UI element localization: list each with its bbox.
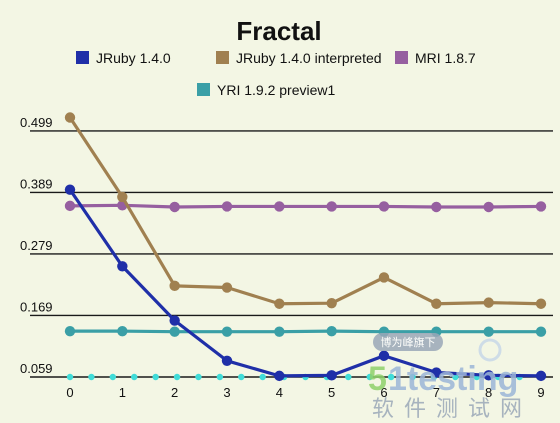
data-point [169,280,180,292]
series-line [70,329,541,334]
baseline-dot [216,373,224,381]
data-point [169,326,180,337]
baseline-dot [88,373,95,381]
data-point [431,367,442,378]
data-point [483,370,494,381]
baseline-dot [66,373,74,381]
x-tick-label: 7 [433,385,440,400]
data-point [274,370,285,382]
data-point [326,297,337,309]
data-point [378,201,390,212]
series-layer [64,112,547,382]
watermark-badge [373,333,443,351]
baseline-dot [173,373,181,381]
watermark: 博为峰旗下 5 1testing 软件测试网 [368,333,532,422]
series-line [68,188,542,378]
baseline-dot [366,373,373,381]
baseline-dot [387,373,395,381]
data-point [64,325,76,337]
series-line [68,116,542,306]
y-tick-label: 0.169 [20,299,53,314]
axes: 0 1 2 3 4 5 6 7 8 9 [66,385,544,400]
x-tick-label: 3 [223,385,230,400]
data-point [221,282,233,293]
data-point [64,184,76,195]
data-point [117,325,128,337]
data-point [535,298,547,309]
legend-label: JRuby 1.4.0 interpreted [236,50,382,66]
data-point [431,298,442,309]
data-point [64,112,76,123]
x-tick-label: 4 [276,385,283,400]
data-point [274,201,285,212]
data-point [221,201,233,212]
data-point [535,326,547,337]
legend-swatch [395,51,408,64]
data-point [326,370,337,381]
y-tick-label: 0.279 [20,238,53,253]
y-tick-label: 0.499 [20,115,53,130]
x-tick-label: 9 [537,385,544,400]
baseline-dot [409,373,416,381]
legend-swatch [197,83,210,96]
data-point [221,326,233,337]
baseline-dot [452,373,459,381]
data-point [378,272,390,283]
watermark-globe-icon [478,338,502,362]
data-point [117,191,128,203]
data-point [535,370,547,382]
data-point [169,315,180,326]
data-point [483,201,494,213]
data-point [326,325,337,337]
watermark-brand-word: 1testing [388,360,518,398]
gridlines: 0.059 0.169 0.279 0.389 0.499 [20,115,553,378]
data-point [169,201,180,213]
baseline-dot [195,373,202,381]
baseline-dot [259,373,266,381]
baseline-dot [109,373,117,381]
baseline-dot [131,373,138,381]
y-tick-label: 0.389 [20,176,53,191]
watermark-brand-digit: 5 [368,360,387,398]
watermark-chinese: 软件测试网 [372,397,532,422]
x-tick-label: 2 [171,385,178,400]
data-point [326,201,337,212]
legend: JRuby 1.4.0 JRuby 1.4.0 interpreted MRI 1.… [76,50,476,98]
x-tick-label: 8 [485,385,492,400]
data-point [274,298,285,309]
baseline-dot [345,373,352,381]
x-tick-label: 1 [119,385,126,400]
y-tick-label: 0.059 [20,361,53,376]
watermark-badge-text: 博为峰旗下 [381,335,436,349]
data-point [117,261,128,272]
data-point [483,326,494,337]
data-point [483,297,494,308]
data-point [378,350,390,361]
chart-title: Fractal [236,16,321,46]
x-tick-label: 6 [380,385,387,400]
baseline-dot [152,373,159,381]
data-point [274,326,285,337]
series-line [69,203,542,209]
legend-label: JRuby 1.4.0 [96,50,171,66]
x-tick-label: 0 [66,385,73,400]
legend-label: YRI 1.9.2 preview1 [217,82,335,98]
legend-swatch [76,51,89,64]
legend-label: MRI 1.8.7 [415,50,476,66]
data-point [431,201,442,213]
x-tick-label: 5 [328,385,335,400]
legend-swatch [216,51,229,64]
data-point [221,355,233,366]
baseline-dot [238,373,245,381]
data-point [64,200,76,212]
data-point [535,201,547,212]
